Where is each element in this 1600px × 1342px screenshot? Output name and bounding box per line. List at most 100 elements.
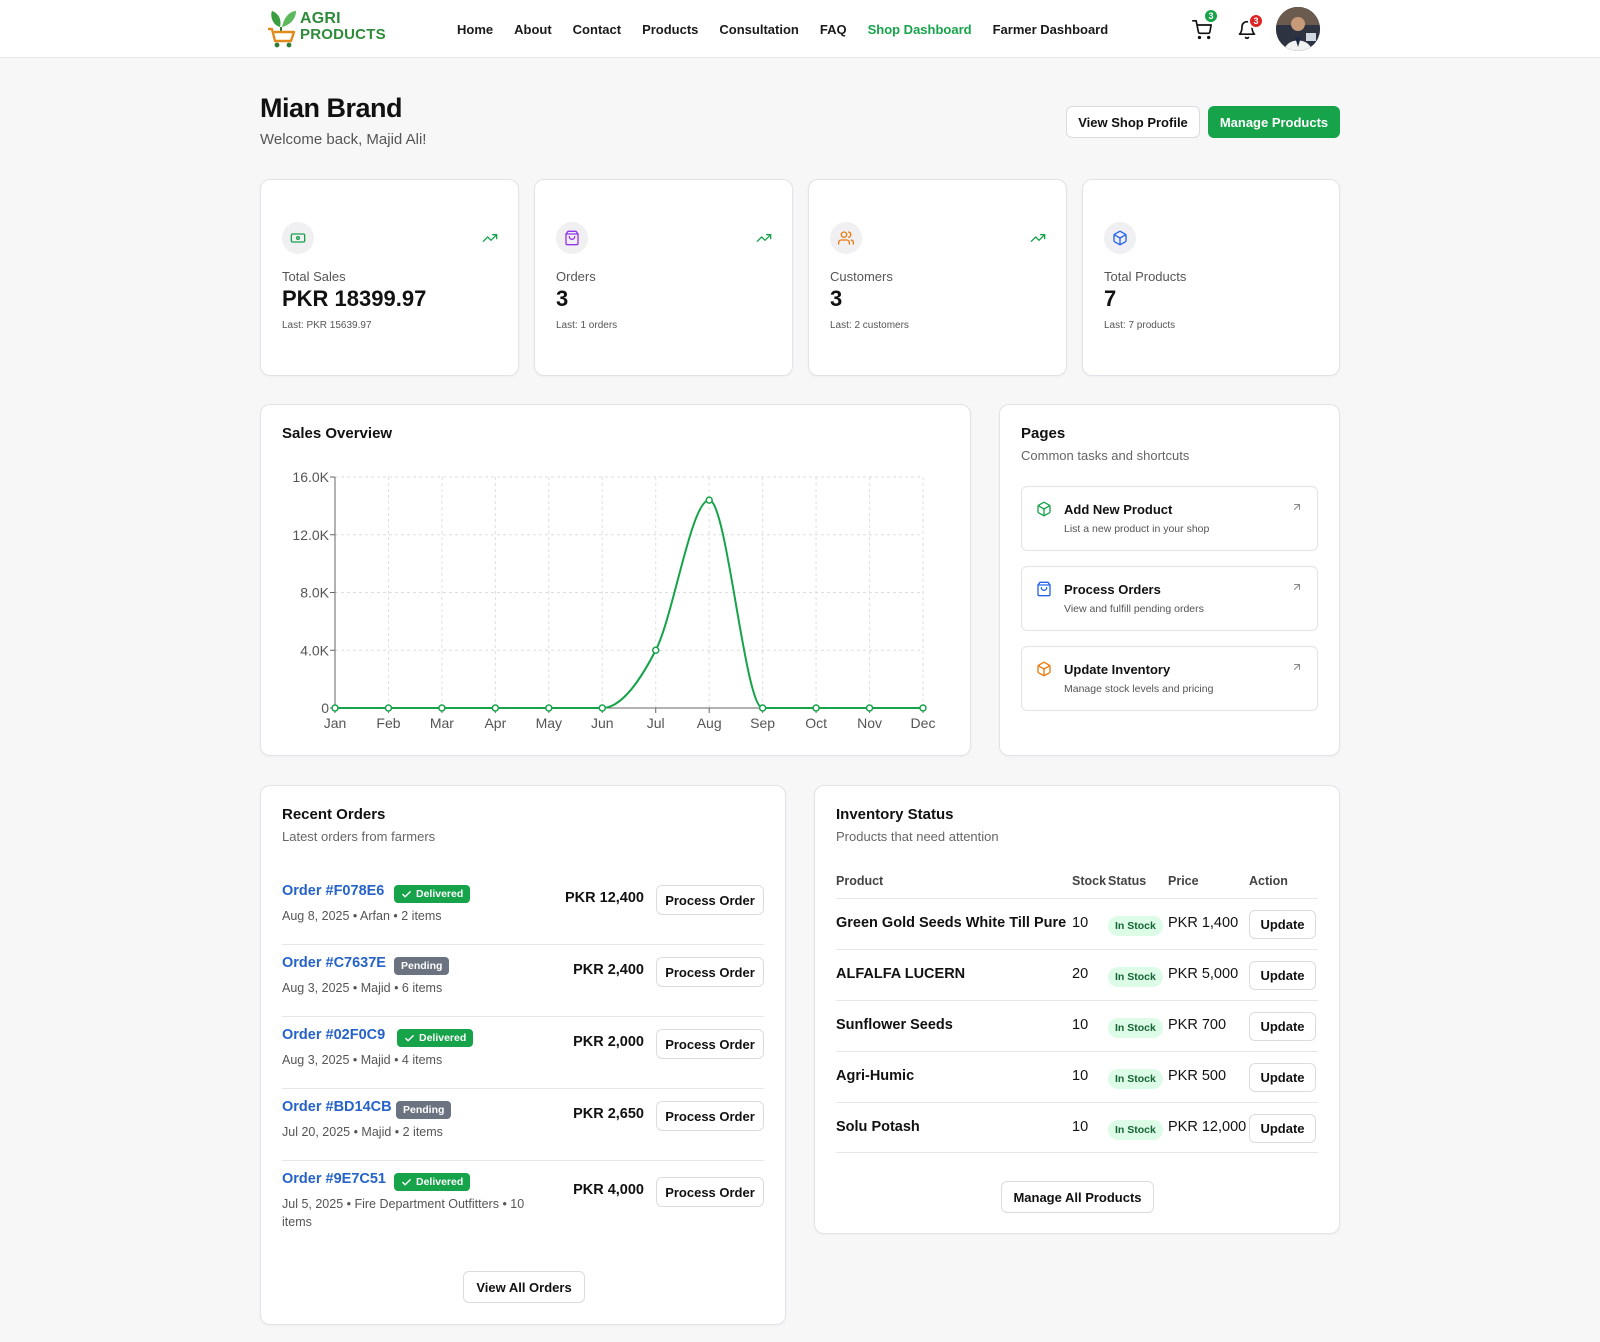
recent-orders-title: Recent Orders — [282, 806, 386, 823]
process-order-button[interactable]: Process Order — [656, 1177, 764, 1207]
sales-overview-card: Sales Overview 0 4.0K 8.0K 12.0K 16.0K Jan Feb… — [260, 404, 971, 756]
stat-label: Total Products — [1104, 269, 1187, 284]
x-tick-label: Dec — [911, 715, 936, 731]
nav-contact[interactable]: Contact — [572, 21, 622, 37]
process-order-button[interactable]: Process Order — [656, 1029, 764, 1059]
user-avatar[interactable] — [1276, 7, 1320, 51]
order-status-text: Delivered — [419, 1032, 467, 1044]
x-tick-label: Feb — [376, 715, 400, 731]
inventory-row: ALFALFA LUCERN 20 In Stock PKR 5,000 Upd… — [836, 949, 1318, 1000]
nav-products[interactable]: Products — [642, 21, 699, 37]
order-id-link[interactable]: Order #C7637E — [282, 955, 386, 971]
order-status-badge: Pending — [394, 957, 450, 975]
y-tick-label: 4.0K — [300, 642, 329, 658]
trending-up-icon — [1030, 234, 1046, 242]
order-id-link[interactable]: Order #F078E6 — [282, 883, 385, 899]
page-title: Mian Brand — [260, 93, 403, 123]
update-button[interactable]: Update — [1249, 1114, 1316, 1143]
process-orders-link[interactable]: Process Orders View and fulfill pending … — [1021, 566, 1318, 631]
sales-data-point — [491, 704, 500, 712]
view-all-orders-button[interactable]: View All Orders — [463, 1271, 585, 1303]
pages-subtitle: Common tasks and shortcuts — [1021, 448, 1190, 463]
update-button[interactable]: Update — [1249, 1063, 1316, 1092]
stat-last: Last: PKR 15639.97 — [282, 320, 372, 331]
arrow-up-right-icon — [1294, 504, 1300, 510]
y-tick-label: 8.0K — [300, 585, 329, 601]
order-status-badge: Pending — [396, 1101, 452, 1119]
process-order-button[interactable]: Process Order — [656, 1101, 764, 1131]
inventory-title: Inventory Status — [836, 806, 954, 823]
column-header-status: Status — [1108, 874, 1147, 888]
inventory-row: Solu Potash 10 In Stock PKR 12,000 Updat… — [836, 1102, 1318, 1153]
nav-home[interactable]: Home — [457, 21, 494, 37]
nav-faq[interactable]: FAQ — [819, 21, 847, 37]
cart-count-badge: 3 — [1203, 8, 1219, 24]
quick-link-desc: View and fulfill pending orders — [1064, 603, 1204, 615]
stock-status-badge: In Stock — [1108, 1069, 1163, 1089]
brand-logo[interactable]: AGRI PRODUCTS — [266, 5, 386, 49]
update-button[interactable]: Update — [1249, 1012, 1316, 1041]
product-price: PKR 700 — [1168, 1017, 1227, 1033]
order-row: Order #9E7C51 Delivered Jul 5, 2025 • Fi… — [282, 1171, 764, 1251]
inventory-row: Agri-Humic 10 In Stock PKR 500 Update — [836, 1051, 1318, 1102]
column-header-price: Price — [1168, 874, 1199, 888]
stat-last: Last: 2 customers — [830, 320, 909, 331]
package-icon — [1037, 501, 1051, 517]
order-id-link[interactable]: Order #BD14CB — [282, 1099, 392, 1115]
nav-about[interactable]: About — [514, 21, 552, 37]
product-price: PKR 1,400 — [1168, 915, 1239, 931]
manage-products-button[interactable]: Manage Products — [1208, 106, 1340, 138]
product-stock: 20 — [1072, 966, 1089, 982]
order-meta: Jul 5, 2025 • Fire Department Outfitters… — [282, 1197, 525, 1229]
users-icon — [830, 222, 862, 254]
sales-data-point — [438, 704, 446, 712]
nav-shop-dashboard[interactable]: Shop Dashboard — [867, 21, 972, 37]
cart-button[interactable]: 3 — [1191, 8, 1219, 40]
notifications-button[interactable]: 3 — [1236, 13, 1264, 40]
x-tick-label: Mar — [430, 715, 454, 731]
product-name: Green Gold Seeds White Till Pure — [836, 915, 1067, 931]
x-tick-label: Apr — [484, 715, 506, 731]
add-new-product-link[interactable]: Add New Product List a new product in yo… — [1021, 486, 1318, 551]
sales-data-point — [919, 704, 927, 712]
order-row: Order #02F0C9 Delivered Aug 3, 2025 • Ma… — [282, 1027, 764, 1089]
update-button[interactable]: Update — [1249, 910, 1316, 939]
inventory-row: Green Gold Seeds White Till Pure 10 In S… — [836, 898, 1318, 949]
sales-data-point — [384, 704, 393, 712]
order-amount: PKR 4,000 — [573, 1182, 644, 1198]
order-status-badge: Delivered — [394, 885, 471, 903]
sales-line-chart: 0 4.0K 8.0K 12.0K 16.0K Jan Feb Mar Apr May Jun Jul… — [292, 469, 936, 731]
process-order-button[interactable]: Process Order — [656, 957, 764, 987]
order-row: Order #C7637E Pending Aug 3, 2025 • Maji… — [282, 955, 764, 1017]
x-tick-label: Aug — [697, 715, 722, 731]
x-tick-label: Nov — [857, 715, 882, 731]
update-inventory-link[interactable]: Update Inventory Manage stock levels and… — [1021, 646, 1318, 711]
update-button[interactable]: Update — [1249, 961, 1316, 990]
y-tick-label: 0 — [321, 700, 329, 716]
y-tick-label: 16.0K — [292, 469, 329, 485]
order-id-link[interactable]: Order #9E7C51 — [282, 1171, 386, 1187]
quick-link-title: Add New Product — [1064, 502, 1173, 517]
view-shop-profile-button[interactable]: View Shop Profile — [1066, 106, 1200, 138]
sales-data-point — [651, 646, 660, 654]
product-price: PKR 500 — [1168, 1068, 1227, 1084]
order-id-link[interactable]: Order #02F0C9 — [282, 1027, 386, 1043]
stat-value: PKR 18399.97 — [282, 286, 427, 311]
stat-card-total-sales: Total Sales PKR 18399.97 Last: PKR 15639… — [260, 179, 519, 376]
product-stock: 10 — [1072, 1068, 1089, 1084]
order-status-text: Delivered — [416, 888, 464, 900]
logo-cart-icon — [266, 5, 298, 49]
nav-consultation[interactable]: Consultation — [719, 21, 799, 37]
x-tick-label: Oct — [805, 715, 827, 731]
x-tick-label: May — [536, 715, 562, 731]
column-header-action: Action — [1249, 874, 1288, 888]
quick-link-title: Update Inventory — [1064, 662, 1171, 677]
product-stock: 10 — [1072, 915, 1089, 931]
manage-all-products-button[interactable]: Manage All Products — [1001, 1181, 1154, 1213]
order-meta: Aug 3, 2025 • Majid • 4 items — [282, 1053, 443, 1067]
stock-status-badge: In Stock — [1108, 916, 1163, 936]
nav-farmer-dashboard[interactable]: Farmer Dashboard — [992, 21, 1109, 37]
trending-up-icon — [482, 234, 498, 242]
process-order-button[interactable]: Process Order — [656, 885, 764, 915]
order-meta: Aug 8, 2025 • Arfan • 2 items — [282, 909, 442, 923]
